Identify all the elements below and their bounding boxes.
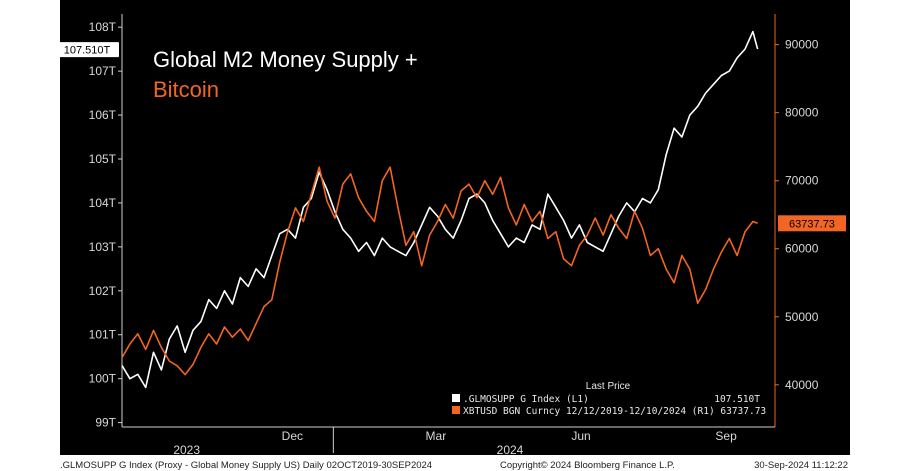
left-tick-label: 103T (89, 240, 117, 254)
m2-last-value-tag (55, 42, 119, 58)
legend-box (447, 378, 767, 422)
legend-header: Last Price (586, 381, 631, 392)
footer-copyright: Copyright© 2024 Bloomberg Finance L.P. (500, 460, 675, 471)
footer-timestamp: 30-Sep-2024 11:12:22 (754, 460, 848, 471)
left-tick-label: 100T (89, 372, 117, 386)
left-tick-label: 107T (89, 64, 117, 78)
x-month-label: Sep (715, 429, 737, 443)
x-year-label: 2024 (497, 443, 524, 457)
x-month-label: Jun (571, 429, 590, 443)
left-tick-label: 102T (89, 284, 117, 298)
legend-swatch (452, 394, 460, 402)
left-tick-label: 106T (89, 108, 117, 122)
chart-subtitle: Bitcoin (153, 77, 219, 102)
legend-label: .GLMOSUPP G Index (L1) (463, 394, 589, 405)
m2-last-value-text: 107.510T (64, 45, 111, 57)
legend-value: 107.510T (714, 394, 760, 405)
x-month-label: Dec (282, 429, 303, 443)
right-tick-label: 50000 (785, 310, 819, 324)
bitcoin-last-value-tag (778, 215, 846, 232)
footer-source: .GLMOSUPP G Index (Proxy - Global Money … (60, 460, 432, 471)
right-tick-label: 40000 (785, 378, 819, 392)
legend-label: XBTUSD BGN Curncy 12/12/2019-12/10/2024 … (463, 406, 766, 417)
right-tick-label: 90000 (785, 38, 819, 52)
left-tick-label: 108T (89, 20, 117, 34)
right-tick-label: 70000 (785, 174, 819, 188)
right-tick-label: 80000 (785, 106, 819, 120)
legend-swatch (452, 406, 460, 414)
left-tick-label: 101T (89, 328, 117, 342)
left-tick-label: 105T (89, 152, 117, 166)
left-tick-label: 99T (95, 416, 116, 430)
x-year-label: 2023 (173, 443, 200, 457)
chart-title: Global M2 Money Supply + (153, 47, 418, 72)
x-month-label: Mar (426, 429, 447, 443)
right-tick-label: 60000 (785, 242, 819, 256)
bitcoin-last-value-text: 63737.73 (789, 218, 835, 230)
bitcoin-series-line (121, 166, 758, 376)
m2-series-line (121, 30, 759, 389)
left-tick-label: 104T (89, 196, 117, 210)
